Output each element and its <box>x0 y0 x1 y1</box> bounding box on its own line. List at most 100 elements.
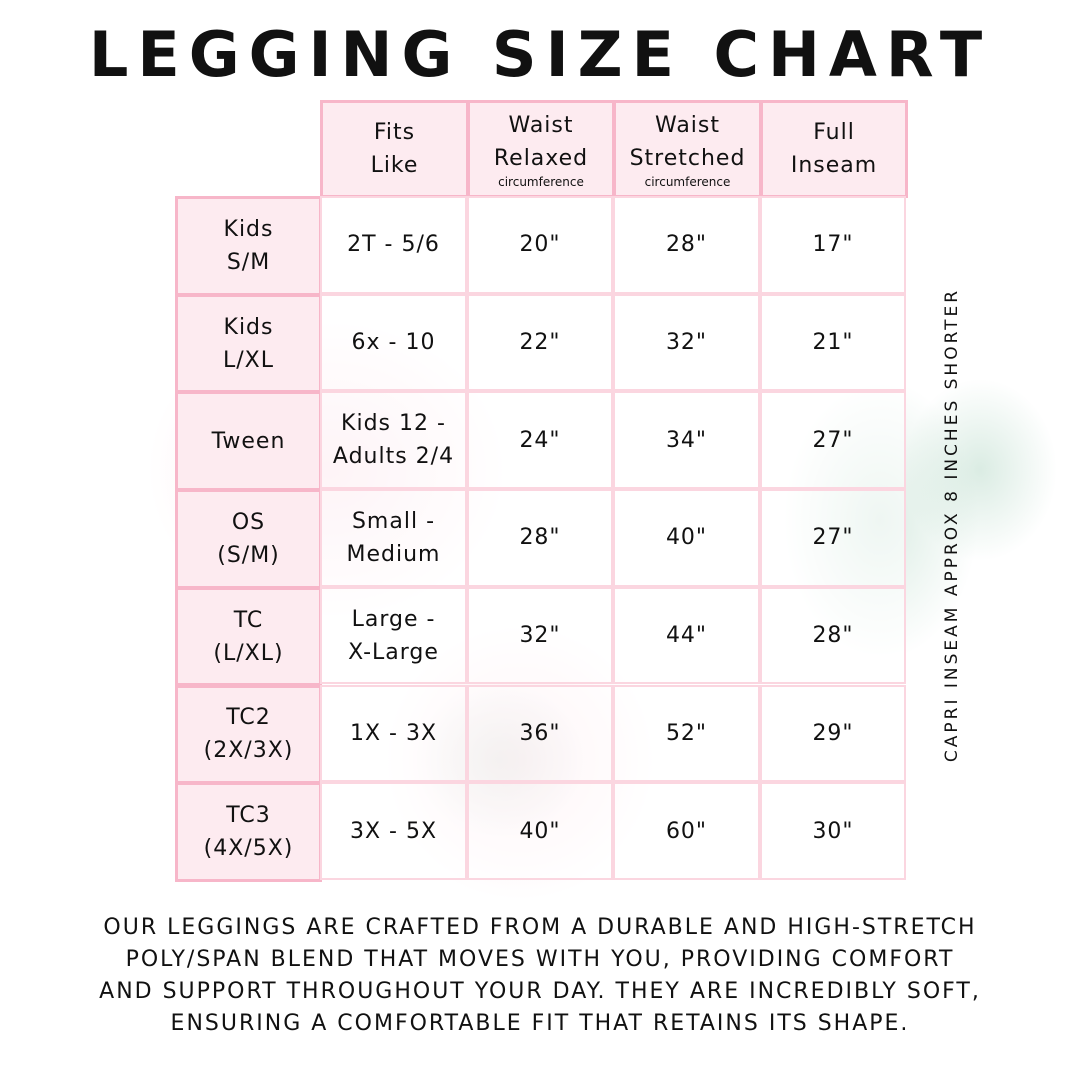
cell-stretched: 44" <box>613 586 760 685</box>
cell-text: 24" <box>519 427 561 453</box>
cell-text: Stretched <box>629 146 746 171</box>
cell-text: Full <box>813 120 855 145</box>
row-header-size: Tween <box>175 391 322 492</box>
cell-text: 40" <box>519 818 561 844</box>
cell-text: 52" <box>665 720 708 746</box>
cell-text: 29" <box>812 720 854 746</box>
cell-fits-like: Small - Medium <box>320 489 467 587</box>
cell-text: OS <box>231 509 266 535</box>
cell-text: Kids 12 - <box>341 411 446 437</box>
cell-text: Fits <box>373 120 416 145</box>
column-header: Fits Like <box>320 100 469 198</box>
cell-stretched: 32" <box>613 293 760 392</box>
cell-relaxed: 22" <box>467 293 613 392</box>
cell-inseam: 27" <box>760 489 906 587</box>
cell-text: (L/XL) <box>213 640 284 666</box>
cell-text: Relaxed <box>493 146 589 171</box>
cell-fits-like: 1X - 3X <box>320 684 467 783</box>
cell-text: 44" <box>665 623 708 649</box>
cell-text: 28" <box>665 232 708 258</box>
cell-text: L/XL <box>223 347 274 373</box>
description: Our leggings are crafted from a durable … <box>0 912 1080 1040</box>
cell-fits-like: Kids 12 - Adults 2/4 <box>320 391 467 490</box>
cell-text: S/M <box>226 249 271 275</box>
cell-text: Kids <box>223 314 274 340</box>
cell-relaxed: 24" <box>467 391 613 490</box>
cell-fits-like: Large - X-Large <box>320 586 467 685</box>
cell-inseam: 29" <box>760 684 906 783</box>
cell-inseam: 17" <box>760 196 906 294</box>
cell-text: (S/M) <box>217 542 280 568</box>
row-header-size: TC (L/XL) <box>175 586 322 687</box>
cell-text: TC3 <box>226 803 271 829</box>
cell-relaxed: 28" <box>467 489 613 587</box>
cell-text: 22" <box>519 330 561 356</box>
cell-text: Adults 2/4 <box>332 444 455 470</box>
cell-text: 40" <box>665 525 708 551</box>
cell-text: Like <box>370 153 419 178</box>
description-line: poly/span blend that moves with you, pro… <box>125 947 955 972</box>
cell-fits-like: 6x - 10 <box>320 293 467 392</box>
cell-text: 17" <box>812 232 854 258</box>
column-header: Waist Stretched circumference <box>613 100 762 198</box>
cell-relaxed: 36" <box>467 684 613 783</box>
row-header-size: TC2 (2X/3X) <box>175 684 322 785</box>
cell-text: 60" <box>665 818 708 844</box>
cell-stretched: 52" <box>613 684 760 783</box>
cell-text: Tween <box>211 428 286 454</box>
cell-text: 32" <box>519 623 561 649</box>
cell-stretched: 34" <box>613 391 760 490</box>
cell-relaxed: 32" <box>467 586 613 685</box>
capri-note: CAPRI INSEAM APPROX 8 INCHES SHORTER <box>942 287 962 763</box>
cell-inseam: 28" <box>760 586 906 685</box>
cell-inseam: 27" <box>760 391 906 490</box>
cell-text: 2T - 5/6 <box>347 232 440 258</box>
cell-text: (4X/5X) <box>203 836 294 862</box>
row-header-size: Kids L/XL <box>175 293 322 394</box>
cell-text: 27" <box>812 525 854 551</box>
cell-text: TC2 <box>226 705 271 731</box>
cell-fits-like: 2T - 5/6 <box>320 196 467 294</box>
cell-text: 3X - 5X <box>349 818 438 844</box>
cell-text: X-Large <box>348 639 439 665</box>
row-header-size: OS (S/M) <box>175 489 322 589</box>
cell-text: Kids <box>223 216 274 242</box>
description-line: ensuring a comfortable fit that retains … <box>170 1011 910 1036</box>
cell-text: Waist <box>508 113 574 138</box>
cell-stretched: 60" <box>613 782 760 880</box>
cell-inseam: 30" <box>760 782 906 880</box>
row-header-size: TC3 (4X/5X) <box>175 782 322 882</box>
cell-inseam: 21" <box>760 293 906 392</box>
cell-text: 28" <box>519 525 561 551</box>
cell-text: TC <box>233 607 264 633</box>
description-line: Our leggings are crafted from a durable … <box>103 915 977 940</box>
cell-text: 21" <box>812 330 854 356</box>
cell-text: 34" <box>665 427 708 453</box>
cell-fits-like: 3X - 5X <box>320 782 467 880</box>
cell-text: 36" <box>519 720 561 746</box>
cell-text: Inseam <box>790 153 878 178</box>
cell-stretched: 28" <box>613 196 760 294</box>
description-line: and support throughout your day. They ar… <box>99 979 981 1004</box>
cell-text: 28" <box>812 623 854 649</box>
cell-text: Medium <box>346 541 441 567</box>
cell-text: 1X - 3X <box>349 720 438 746</box>
column-header: Full Inseam <box>760 100 908 198</box>
cell-relaxed: 40" <box>467 782 613 880</box>
cell-text: Waist <box>654 113 721 138</box>
cell-text: (2X/3X) <box>203 738 294 764</box>
cell-text: circumference <box>644 175 731 189</box>
cell-text: 27" <box>812 427 854 453</box>
cell-stretched: 40" <box>613 489 760 587</box>
cell-text: 32" <box>665 330 708 356</box>
cell-text: Large - <box>351 606 436 632</box>
column-header: Waist Relaxed circumference <box>467 100 615 198</box>
cell-text: 6x - 10 <box>351 330 436 356</box>
cell-text: Small - <box>351 508 436 534</box>
cell-text: circumference <box>498 175 584 189</box>
row-header-size: Kids S/M <box>175 196 322 296</box>
cell-text: 20" <box>519 232 561 258</box>
cell-relaxed: 20" <box>467 196 613 294</box>
page-title: LEGGING SIZE CHART <box>88 18 992 91</box>
cell-text: 30" <box>812 818 854 844</box>
